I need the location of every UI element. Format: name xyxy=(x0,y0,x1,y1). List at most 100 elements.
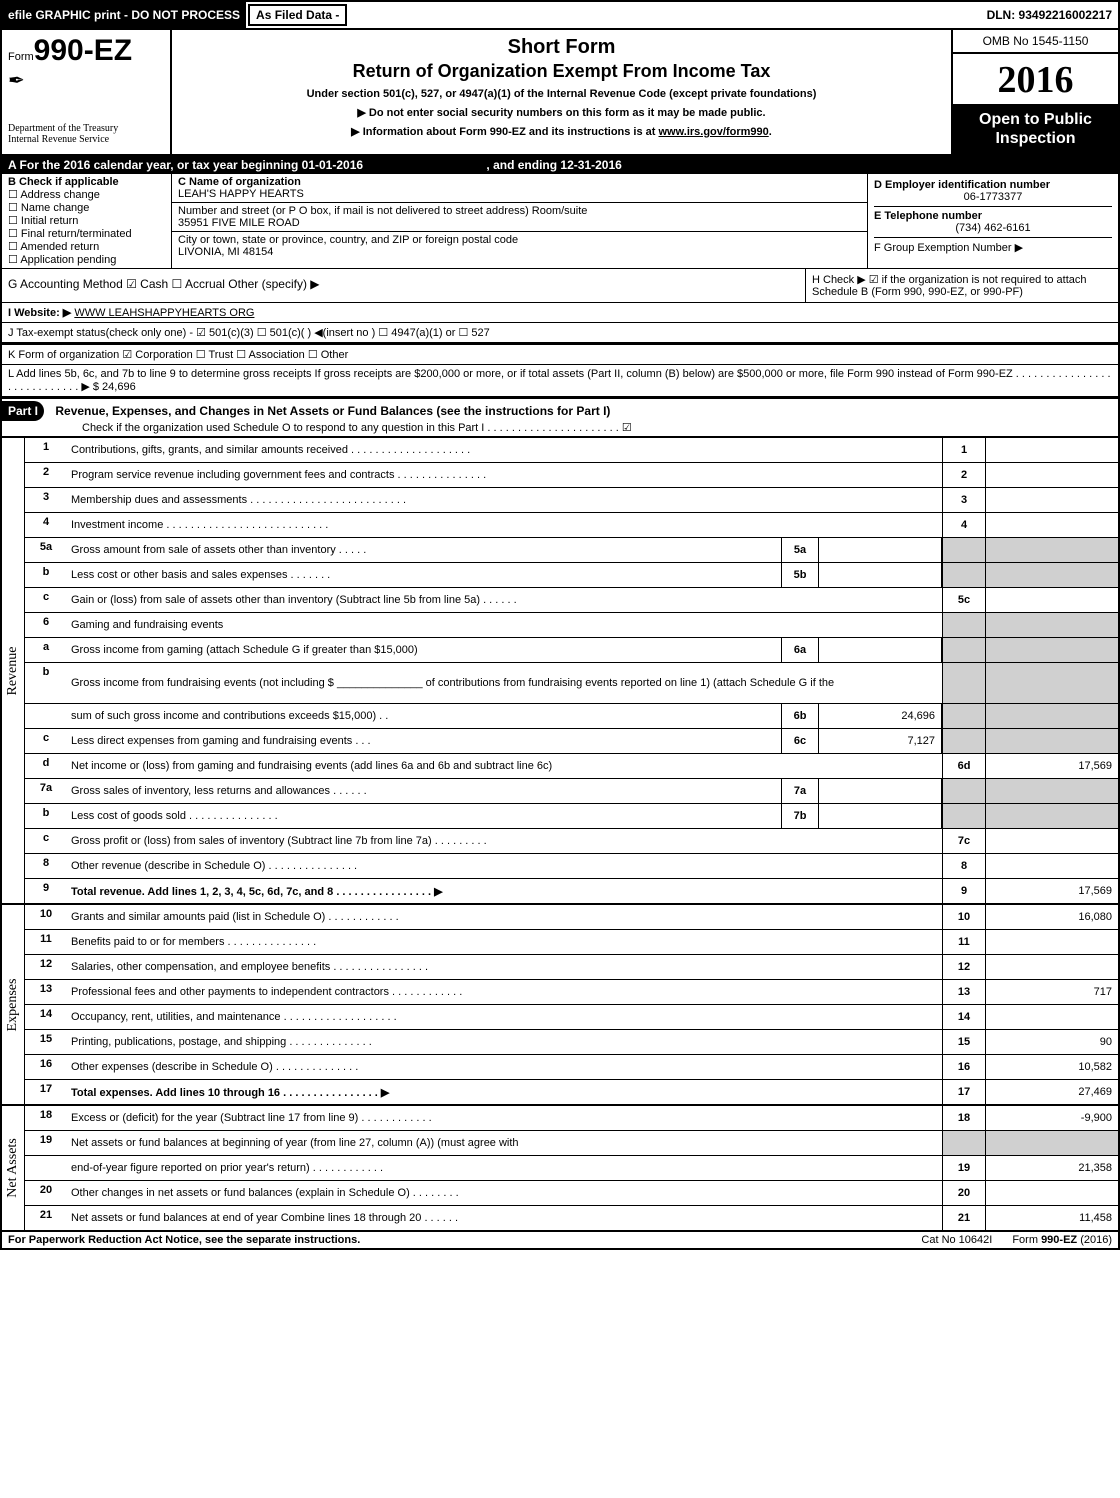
line-description: Contributions, gifts, grants, and simila… xyxy=(67,438,942,462)
chk-address-change[interactable]: ☐ Address change xyxy=(8,188,165,201)
section-a-text: A For the 2016 calendar year, or tax yea… xyxy=(8,158,363,172)
line-description: Gross profit or (loss) from sales of inv… xyxy=(67,829,942,853)
section-b: B Check if applicable ☐ Address change ☐… xyxy=(2,174,172,268)
line-right-value: 10,582 xyxy=(985,1055,1118,1079)
line-right-number: 8 xyxy=(942,854,985,878)
section-a-row: A For the 2016 calendar year, or tax yea… xyxy=(2,156,1118,174)
line-row: 21Net assets or fund balances at end of … xyxy=(25,1206,1118,1230)
part-1-header: Part I Revenue, Expenses, and Changes in… xyxy=(2,397,1118,438)
line-right-number xyxy=(942,613,985,637)
line-right-value xyxy=(985,854,1118,878)
line-j: J Tax-exempt status(check only one) - ☑ … xyxy=(2,323,1118,343)
line-right-value xyxy=(985,1181,1118,1205)
line-description: sum of such gross income and contributio… xyxy=(67,704,781,728)
chk-final-return[interactable]: ☐ Final return/terminated xyxy=(8,227,165,240)
line-description: Program service revenue including govern… xyxy=(67,463,942,487)
line-g: G Accounting Method ☑ Cash ☐ Accrual Oth… xyxy=(2,269,805,302)
line-right-value: -9,900 xyxy=(985,1106,1118,1130)
line-number: 5a xyxy=(25,538,67,562)
line-right-value xyxy=(985,488,1118,512)
line-right-value xyxy=(985,588,1118,612)
note1: ▶ Do not enter social security numbers o… xyxy=(180,106,943,119)
line-right-value xyxy=(985,729,1118,753)
irs-link[interactable]: www.irs.gov/form990 xyxy=(659,126,769,138)
line-number: 8 xyxy=(25,854,67,878)
line-right-number: 1 xyxy=(942,438,985,462)
line-right-number: 12 xyxy=(942,955,985,979)
line-number: 17 xyxy=(25,1080,67,1104)
line-description: Total expenses. Add lines 10 through 16 … xyxy=(67,1080,942,1104)
c-name-label: C Name of organization xyxy=(178,176,861,188)
line-description: Less direct expenses from gaming and fun… xyxy=(67,729,781,753)
line-row: 14Occupancy, rent, utilities, and mainte… xyxy=(25,1005,1118,1030)
tax-year: 2016 xyxy=(953,54,1118,104)
line-right-number xyxy=(942,538,985,562)
chk-application-pending[interactable]: ☐ Application pending xyxy=(8,253,165,266)
line-number: 20 xyxy=(25,1181,67,1205)
website-value[interactable]: WWW LEAHSHAPPYHEARTS ORG xyxy=(74,307,254,319)
line-row: dNet income or (loss) from gaming and fu… xyxy=(25,754,1118,779)
row-b-c-d: B Check if applicable ☐ Address change ☐… xyxy=(2,174,1118,269)
line-row: cGain or (loss) from sale of assets othe… xyxy=(25,588,1118,613)
side-label-netassets: Net Assets xyxy=(2,1106,25,1230)
e-label: E Telephone number xyxy=(874,210,1112,222)
chk-name-change[interactable]: ☐ Name change xyxy=(8,201,165,214)
line-description: Net assets or fund balances at end of ye… xyxy=(67,1206,942,1230)
line-mid-number: 5a xyxy=(781,538,819,562)
line-number: b xyxy=(25,563,67,587)
line-right-value xyxy=(985,779,1118,803)
line-right-value: 90 xyxy=(985,1030,1118,1054)
c-city-label: City or town, state or province, country… xyxy=(178,234,861,246)
part-1-check: Check if the organization used Schedule … xyxy=(2,421,1118,434)
line-number: 12 xyxy=(25,955,67,979)
line-description: Gross amount from sale of assets other t… xyxy=(67,538,781,562)
line-number: b xyxy=(25,663,67,703)
line-mid-value xyxy=(819,779,942,803)
line-right-number: 10 xyxy=(942,905,985,929)
line-row: end-of-year figure reported on prior yea… xyxy=(25,1156,1118,1181)
line-description: Net assets or fund balances at beginning… xyxy=(67,1131,942,1155)
line-number: 3 xyxy=(25,488,67,512)
dept-line2: Internal Revenue Service xyxy=(8,134,164,145)
line-right-value xyxy=(985,829,1118,853)
line-right-number xyxy=(942,729,985,753)
line-right-number: 7c xyxy=(942,829,985,853)
line-mid-value xyxy=(819,563,942,587)
line-number: 1 xyxy=(25,438,67,462)
line-right-number xyxy=(942,704,985,728)
chk-amended-return[interactable]: ☐ Amended return xyxy=(8,240,165,253)
line-row: 19Net assets or fund balances at beginni… xyxy=(25,1131,1118,1156)
line-mid-value: 7,127 xyxy=(819,729,942,753)
d-value: 06-1773377 xyxy=(874,191,1112,203)
line-right-value xyxy=(985,638,1118,662)
line-description: Gross sales of inventory, less returns a… xyxy=(67,779,781,803)
side-label-revenue: Revenue xyxy=(2,438,25,903)
line-description: Gaming and fundraising events xyxy=(67,613,942,637)
c-addr-label: Number and street (or P O box, if mail i… xyxy=(178,205,861,217)
line-right-value xyxy=(985,955,1118,979)
footer-left: For Paperwork Reduction Act Notice, see … xyxy=(8,1234,901,1246)
line-mid-value xyxy=(819,638,942,662)
line-row: 20Other changes in net assets or fund ba… xyxy=(25,1181,1118,1206)
line-number: a xyxy=(25,638,67,662)
topbar-spacer xyxy=(349,2,980,28)
line-number: 6 xyxy=(25,613,67,637)
line-number xyxy=(25,704,67,728)
line-number: 18 xyxy=(25,1106,67,1130)
section-f: F Group Exemption Number ▶ xyxy=(874,238,1112,257)
line-number: 11 xyxy=(25,930,67,954)
line-description: Investment income . . . . . . . . . . . … xyxy=(67,513,942,537)
header-row: Form990-EZ ✒ Department of the Treasury … xyxy=(2,30,1118,156)
line-right-number: 6d xyxy=(942,754,985,778)
line-right-value xyxy=(985,1131,1118,1155)
line-right-number: 16 xyxy=(942,1055,985,1079)
section-e: E Telephone number (734) 462-6161 xyxy=(874,207,1112,238)
chk-initial-return[interactable]: ☐ Initial return xyxy=(8,214,165,227)
line-row: cGross profit or (loss) from sales of in… xyxy=(25,829,1118,854)
line-g-h: G Accounting Method ☑ Cash ☐ Accrual Oth… xyxy=(2,269,1118,303)
line-number: 9 xyxy=(25,879,67,903)
form-prefix: Form xyxy=(8,51,34,63)
line-description: Net income or (loss) from gaming and fun… xyxy=(67,754,942,778)
line-description: Total revenue. Add lines 1, 2, 3, 4, 5c,… xyxy=(67,879,942,903)
footer-mid: Cat No 10642I xyxy=(901,1234,1012,1246)
